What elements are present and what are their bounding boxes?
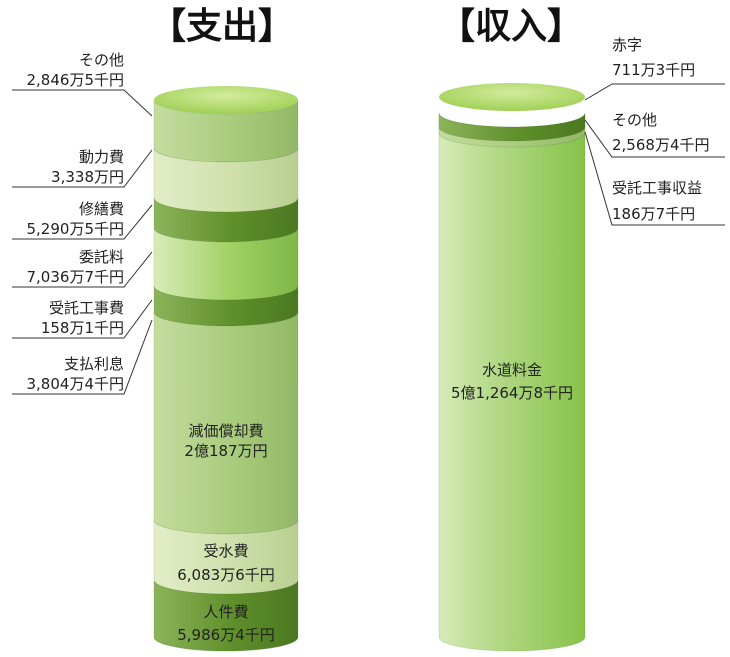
expense-label-name: その他: [79, 51, 124, 69]
expense-segment: [153, 636, 299, 652]
expense-label-value: 2,846万5千円: [27, 71, 125, 89]
income-label-value: 2,568万4千円: [612, 136, 710, 154]
leader-line: [12, 149, 153, 188]
leader-line: [584, 83, 725, 101]
expense-label-value: 3,804万4千円: [27, 375, 125, 393]
leader-line: [12, 89, 153, 117]
expense-label-name: 動力費: [79, 148, 124, 166]
leader-line: [584, 131, 725, 226]
expense-label-value: 2億187万円: [184, 442, 267, 460]
income-title: 【収入】: [439, 6, 583, 47]
leader-line: [584, 119, 725, 158]
income-label-value: 711万3千円: [612, 61, 695, 79]
expense-label-value: 5,986万4千円: [177, 626, 275, 644]
expenses-cylinder: [153, 86, 299, 652]
expenses-top-cap: [154, 86, 298, 114]
income-top-cap: [439, 83, 585, 111]
expense-label-name: 修繕費: [79, 200, 124, 218]
expense-label-name: 受水費: [203, 542, 248, 560]
expense-label-value: 3,338万円: [51, 168, 124, 186]
expense-label-value: 7,036万7千円: [27, 268, 125, 286]
expense-label-name: 減価償却費: [188, 422, 263, 440]
leader-line: [12, 319, 153, 395]
expense-label-value: 6,083万6千円: [177, 566, 275, 584]
leader-line: [12, 299, 153, 339]
expense-label-value: 5,290万5千円: [27, 220, 125, 238]
expense-label-name: 支払利息: [64, 355, 124, 373]
income-label-name: その他: [612, 111, 657, 129]
income-label-value: 186万7千円: [612, 205, 695, 223]
leader-line: [12, 204, 153, 240]
income-segment: [438, 112, 586, 652]
expense-label-value: 158万1千円: [41, 319, 124, 337]
income-label-name: 水道料金: [482, 361, 542, 379]
leader-line: [12, 251, 153, 288]
expense-label-name: 委託料: [79, 248, 124, 266]
income-label-value: 5億1,264万8千円: [451, 384, 573, 402]
income-cylinder: [438, 83, 586, 652]
expense-label-name: 人件費: [203, 603, 248, 621]
expenses-title: 【支出】: [150, 6, 294, 47]
income-label-name: 受託工事収益: [612, 179, 702, 197]
income-label-name: 赤字: [612, 36, 642, 54]
expense-label-name: 受託工事費: [49, 299, 124, 317]
